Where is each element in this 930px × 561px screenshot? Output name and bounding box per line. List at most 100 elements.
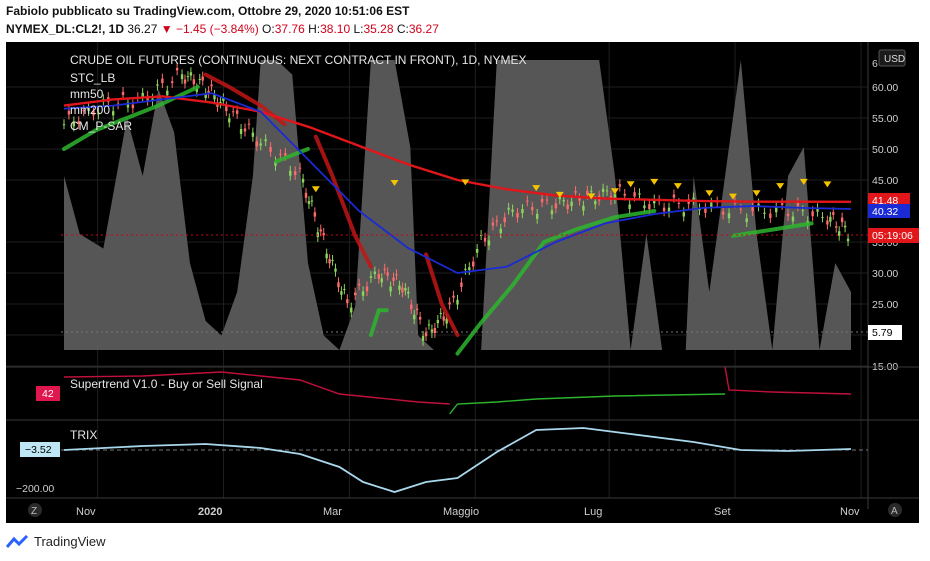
candle-body (464, 268, 467, 270)
candle-body (821, 217, 824, 219)
ma50-badge (868, 204, 910, 218)
candle-body (511, 209, 514, 212)
candle-body (460, 282, 463, 287)
high-value: 38.10 (320, 22, 351, 36)
candle-body (727, 213, 731, 219)
candle-body (201, 76, 204, 81)
candle-body (247, 123, 251, 125)
candle-body (613, 194, 617, 200)
candle-body (377, 274, 380, 279)
candle-body (141, 92, 144, 97)
candle-body (186, 76, 190, 78)
candle-body (662, 207, 666, 212)
sar-marker-5 (587, 193, 596, 200)
candle-body (325, 253, 328, 259)
low-label: L: (353, 22, 364, 36)
candle-body (131, 104, 135, 109)
supertrend-down-line-2 (724, 366, 852, 395)
candle-body (222, 98, 225, 101)
candle-body (628, 204, 631, 210)
sar-segment-3 (313, 134, 373, 269)
candle-body (251, 132, 255, 137)
candle-body (365, 286, 369, 292)
time-label-maggio: Maggio (443, 506, 479, 518)
candle-body (116, 103, 120, 105)
high-label: H: (308, 22, 321, 36)
candle-body (692, 197, 695, 200)
candle-body (307, 201, 311, 204)
candle-body (350, 307, 353, 313)
candle-body (82, 110, 85, 112)
candle-body (255, 141, 259, 147)
candle-body (554, 203, 558, 209)
candle-body (601, 188, 605, 192)
candle-body (775, 207, 778, 213)
a-button[interactable] (888, 503, 902, 517)
candle-body (198, 78, 201, 80)
usd-button[interactable] (878, 49, 906, 67)
chart-canvas[interactable]: CRUDE OIL FUTURES (CONTINUOUS: NEXT CONT… (6, 42, 919, 523)
stc-badge (868, 325, 902, 340)
supertrend-badge-value: 42 (42, 388, 54, 400)
indicator-mm200[interactable]: mm200 (70, 103, 110, 117)
trix-badge (20, 442, 60, 457)
candle-body (166, 90, 169, 96)
candle-body (72, 121, 76, 127)
price-candles (62, 62, 850, 346)
supertrend-up-line (449, 393, 726, 415)
supertrend-title[interactable]: Supertrend V1.0 - Buy or Sell Signal (70, 377, 263, 391)
candle-body (751, 206, 754, 212)
candle-body (322, 233, 325, 236)
candle-body (503, 217, 506, 223)
candle-body (763, 212, 766, 214)
candle-body (638, 193, 641, 195)
candle-body (232, 111, 235, 113)
candle-body (468, 267, 471, 271)
candle-body (235, 110, 239, 114)
candle-body (373, 271, 377, 275)
candle-body (243, 128, 247, 132)
price-tick-0: 60.00 (872, 82, 898, 94)
candle-body (499, 228, 502, 234)
candle-body (92, 110, 95, 116)
sar-marker-6 (610, 188, 619, 195)
candle-body (605, 190, 609, 192)
candle-body (721, 211, 725, 215)
publish-info: Fabiolo pubblicato su TradingView.com, O… (6, 4, 409, 18)
candle-body (175, 67, 179, 71)
open-value: 37.76 (274, 22, 305, 36)
time-label-set: Set (714, 506, 731, 518)
candle-body (395, 274, 398, 276)
author: Fabiolo pubblicato su TradingView.com, O… (6, 4, 410, 18)
indicator-stc[interactable]: STC_LB (70, 71, 115, 85)
candle-body (213, 94, 216, 100)
indicator-mm50[interactable]: mm50 (70, 87, 104, 101)
trix-line (63, 427, 852, 493)
trix-title[interactable]: TRIX (70, 428, 97, 442)
z-button[interactable] (28, 503, 42, 517)
candle-body (346, 299, 349, 304)
candle-body (192, 79, 196, 85)
sar-marker-1 (390, 179, 399, 186)
candle-body (279, 154, 282, 156)
sar-marker-0 (311, 186, 320, 193)
candle-body (667, 207, 671, 213)
candle-body (445, 318, 448, 324)
candle-body (183, 79, 187, 84)
candle-body (357, 283, 361, 286)
price-tick-1: 55.00 (872, 113, 898, 125)
tradingview-logo[interactable]: TradingView (6, 534, 106, 549)
candle-body (210, 84, 213, 87)
candle-body (386, 272, 389, 276)
candle-body (430, 329, 434, 334)
candle-body (578, 198, 581, 201)
indicator-psar[interactable]: CM_P-SAR (70, 119, 132, 133)
open-label: O: (262, 22, 275, 36)
candle-body (677, 202, 681, 204)
candle-body (531, 207, 534, 211)
trix-tick: −200.00 (16, 483, 54, 495)
price-scale[interactable] (868, 42, 919, 523)
sar-marker-7 (626, 181, 635, 188)
candle-body (427, 324, 431, 326)
symbol-name[interactable]: NYMEX_DL:CL2!, 1D (6, 22, 125, 36)
